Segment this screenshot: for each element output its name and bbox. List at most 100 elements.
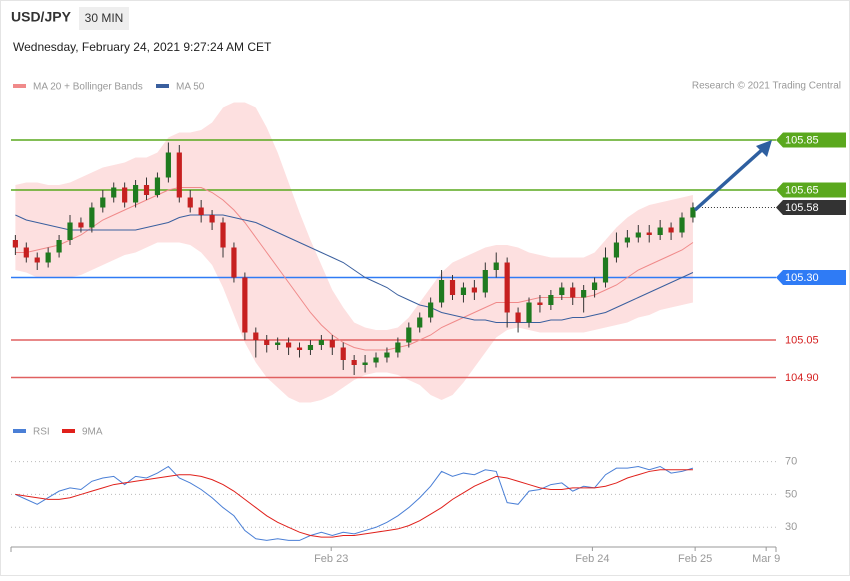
legend-label: MA 20 + Bollinger Bands [33,82,143,93]
x-tick-label: Feb 23 [314,553,348,565]
ma-line [15,214,694,323]
candle-body [570,287,576,298]
forecast-arrow [693,146,766,212]
candle-body [165,152,171,178]
candle-body [111,187,117,198]
x-tick-label: Feb 25 [678,553,712,565]
candle-body [198,207,204,215]
candle-body [340,347,346,360]
candle-body [132,185,139,203]
y-tick-label: 70 [785,455,797,467]
candle-body [351,360,357,365]
candle-body [482,270,488,293]
candle-body [624,237,630,243]
candle-body [537,302,543,305]
candle-body [581,290,587,298]
level-label: 104.90 [785,372,819,384]
subtitle: Wednesday, February 24, 2021 9:27:24 AM … [13,40,272,54]
level-label: 105.58 [785,202,819,214]
level-label: 105.05 [785,334,819,346]
legend-label: MA 50 [176,82,205,93]
ma-line [15,187,694,351]
candle-body [67,222,73,240]
candle-body [100,197,106,208]
candle-body [504,262,510,313]
candle-body [296,347,303,350]
candle-body [275,342,281,345]
candle-body [657,227,663,235]
candle-body [220,222,226,248]
legend-label: 9MA [82,427,103,438]
forecast-arrowhead [756,140,772,157]
x-tick-label: Mar 9 [752,553,780,565]
level-badge [776,270,846,285]
candle-body [690,207,696,218]
candle-body [613,242,620,258]
candle-body [438,280,445,303]
candle-body [242,277,248,333]
candle-body [329,340,335,348]
candle-body [253,332,259,340]
candle-body [515,312,521,323]
level-badge [776,132,846,148]
candle-body [471,287,477,293]
legend-swatch [13,429,26,433]
level-badge [776,182,846,198]
candle-body [264,340,270,345]
candle-body [285,342,292,348]
candle-body [154,177,161,195]
candle-body [34,257,40,263]
candle-body [602,257,609,283]
y-tick-label: 50 [785,488,797,500]
candle-body [559,287,565,295]
candle-body [45,252,51,263]
candle-body [56,240,62,253]
level-label: 105.85 [785,134,819,146]
legend-swatch [62,429,75,433]
legend-swatch [156,84,169,88]
candle-body [384,352,390,358]
indicator-line [15,469,693,538]
y-tick-label: 30 [785,521,797,533]
candle-body [449,280,456,295]
source: Research © 2021 Trading Central [692,81,841,92]
candle-body [318,340,324,345]
candle-body [668,227,674,233]
level-label: 105.65 [785,184,819,196]
legend-label: RSI [33,427,50,438]
candle-body [143,185,150,195]
candle-body [122,187,128,203]
candle-body [187,197,193,208]
candle-body [89,207,95,228]
candle-body [78,222,84,228]
candle-body [176,152,182,198]
legend-swatch [13,84,26,88]
candle-body [362,362,368,365]
candle-body [493,262,499,270]
level-badge [776,200,846,215]
candle-body [591,282,598,290]
candle-body [231,247,237,278]
candle-body [406,327,412,343]
candle-body [12,240,18,248]
candle-body [679,217,685,233]
candle-body [23,247,29,258]
candle-body [526,302,532,323]
candle-body [646,232,652,235]
plot: MA 20 + Bollinger Bands MA 50 105.85 105.65… [10,82,846,565]
candle-body [209,215,215,223]
candle-body [428,302,434,318]
candle-body [635,232,641,238]
bollinger-band [15,102,693,403]
x-tick-label: Feb 24 [575,553,609,565]
level-label: 105.30 [785,272,819,284]
candle-body [417,317,423,328]
candle-body [460,287,467,295]
timeframe-badge [79,7,129,30]
candle-body [373,357,379,363]
candle-body [395,342,401,353]
candle-body [307,345,314,350]
